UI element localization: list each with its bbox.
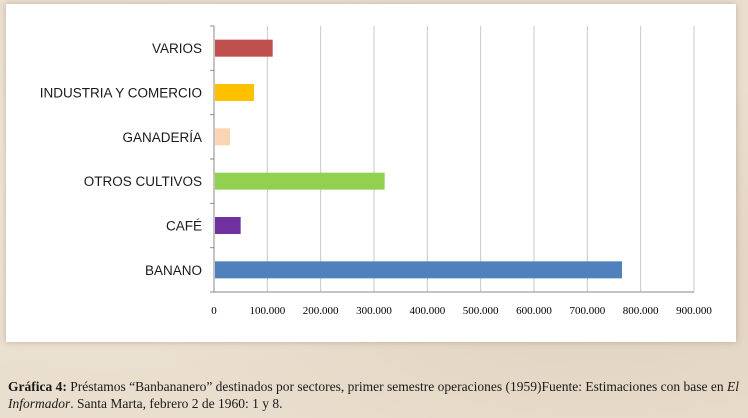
category-label: BANANO xyxy=(145,263,202,278)
x-tick-label: 900.000 xyxy=(676,305,712,317)
bar xyxy=(215,217,241,234)
bar xyxy=(215,172,385,190)
x-tick-label: 500.000 xyxy=(463,305,499,317)
category-label: INDUSTRIA Y COMERCIO xyxy=(40,86,202,101)
bar xyxy=(215,84,254,101)
bar xyxy=(215,39,273,57)
category-label: GANADERÍA xyxy=(122,130,202,145)
x-tick-label: 400.000 xyxy=(409,305,445,317)
x-tick-label: 0 xyxy=(211,305,217,317)
chart-frame: 0 100.000 200.000 300.000 400.000 500.000 600.… xyxy=(6,4,736,342)
bar-chart: 0 100.000 200.000 300.000 400.000 500.000 600.… xyxy=(40,25,712,317)
x-tick-label: 200.000 xyxy=(303,305,339,317)
bar xyxy=(215,261,622,279)
caption-text-end: . Santa Marta, febrero 2 de 1960: 1 y 8. xyxy=(70,396,283,411)
x-tick-label: 700.000 xyxy=(569,305,605,317)
category-label: OTROS CULTIVOS xyxy=(84,174,202,189)
category-label: CAFÉ xyxy=(166,219,202,234)
figure-caption: Gráfica 4: Préstamos “Banbananero” desti… xyxy=(8,378,746,412)
x-tick-label: 100.000 xyxy=(249,305,285,317)
caption-label: Gráfica 4: xyxy=(8,379,67,394)
bar xyxy=(215,128,230,146)
caption-source: El Informador xyxy=(8,379,740,411)
x-tick-label: 300.000 xyxy=(356,305,392,317)
category-label: VARIOS xyxy=(152,41,202,56)
x-tick-label: 600.000 xyxy=(516,305,552,317)
caption-text: Préstamos “Banbananero” destinados por s… xyxy=(66,379,728,394)
x-tick-label: 800.000 xyxy=(623,305,659,317)
